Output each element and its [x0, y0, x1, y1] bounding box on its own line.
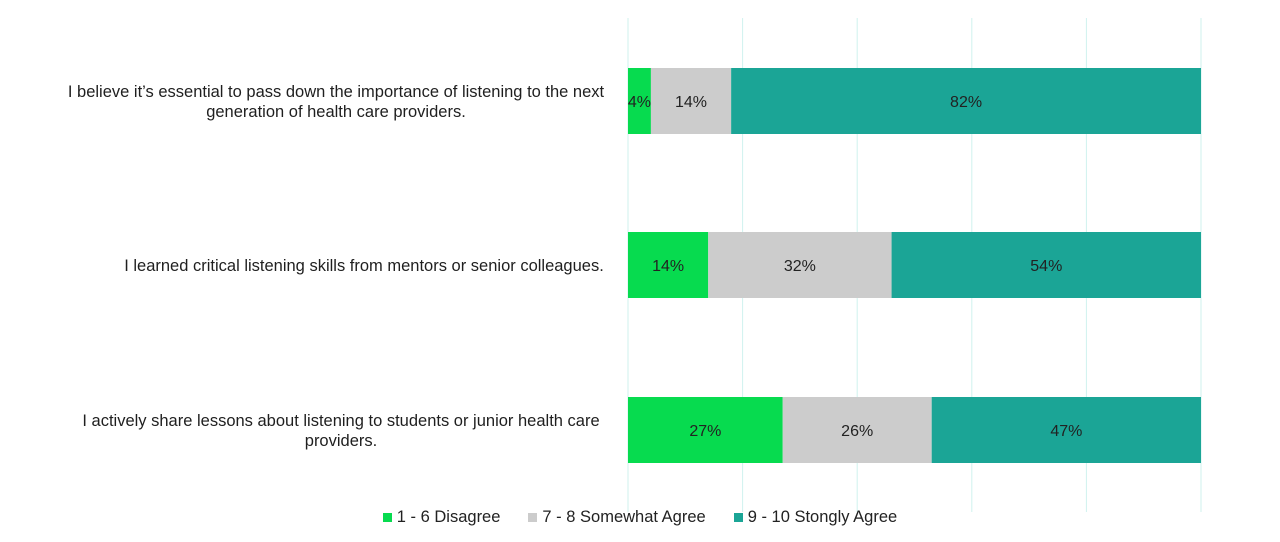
category-label-3: I actively share lessons about listening… — [82, 412, 600, 450]
bar-segment-row1-series3 — [731, 68, 1201, 134]
legend-item-somewhat-agree: 7 - 8 Somewhat Agree — [528, 508, 706, 527]
data-label-row2-series1: 14% — [652, 258, 684, 275]
data-label-row3-series3: 47% — [1050, 423, 1082, 440]
data-label-row1-series1: 4% — [628, 94, 651, 111]
legend-item-strongly-agree: 9 - 10 Stongly Agree — [733, 508, 898, 527]
legend-swatch-strongly-agree — [733, 513, 743, 522]
category-label-2: I learned critical listening skills from… — [124, 257, 604, 275]
category-label-1: I believe it’s essential to pass down th… — [67, 83, 605, 121]
bar-segment-row3-series2 — [782, 397, 932, 463]
bar-segment-row2-series3 — [891, 232, 1201, 298]
data-label-row2-series2: 32% — [784, 258, 816, 275]
legend-swatch-disagree — [382, 513, 392, 522]
data-label-row3-series2: 26% — [841, 423, 873, 440]
bar-segment-row1-series2 — [650, 68, 732, 134]
legend-label-somewhat-agree: 7 - 8 Somewhat Agree — [542, 508, 706, 526]
legend-item-disagree: 1 - 6 Disagree — [382, 508, 501, 527]
data-label-row1-series2: 14% — [675, 94, 707, 111]
data-label-row3-series1: 27% — [689, 423, 721, 440]
data-label-row2-series3: 54% — [1030, 258, 1062, 275]
bar-segment-row3-series3 — [931, 397, 1201, 463]
legend: 1 - 6 Disagree 7 - 8 Somewhat Agree 9 - … — [0, 508, 1280, 527]
bar-segment-row2-series2 — [708, 232, 892, 298]
bar-segment-row1-series1 — [628, 68, 651, 134]
legend-label-strongly-agree: 9 - 10 Stongly Agree — [747, 508, 898, 526]
bar-segment-row3-series1 — [628, 397, 783, 463]
legend-swatch-somewhat-agree — [528, 513, 538, 522]
legend-label-disagree: 1 - 6 Disagree — [396, 508, 501, 526]
data-label-row1-series3: 82% — [950, 94, 982, 111]
bar-segment-row2-series1 — [628, 232, 709, 298]
